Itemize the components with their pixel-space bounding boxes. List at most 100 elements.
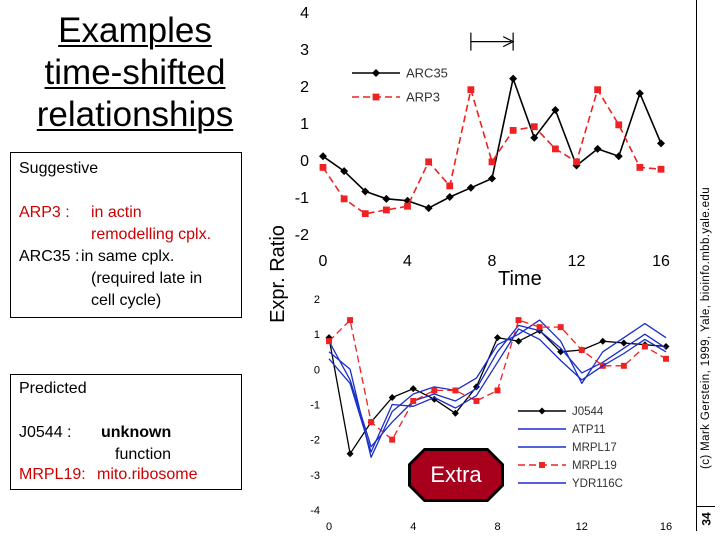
chart2-point-j0544 — [620, 339, 628, 347]
chart1-point-arp3 — [657, 165, 665, 173]
chart2-series-line-atp11 — [328, 319, 667, 458]
chart2-point-mrpl19 — [368, 419, 375, 426]
chart2-y-tick-label: -3 — [310, 470, 320, 482]
chart1-point-arp3 — [319, 164, 327, 171]
chart1-y-tick-label: 2 — [300, 79, 309, 96]
mrpl19-description: mito.ribosome — [97, 466, 198, 483]
chart1-point-arp3 — [425, 158, 433, 166]
chart1-y-tick-label: -1 — [295, 190, 309, 207]
chart1-point-arp3 — [615, 121, 623, 129]
extra-badge-fill — [411, 451, 501, 499]
chart1-y-tick-label: 1 — [300, 116, 309, 133]
chart2-legend-label-mrpl17: MRPL17 — [572, 442, 617, 454]
title-line-2: time-shifted — [44, 53, 226, 92]
chart2-legend-label-j0544: J0544 — [572, 406, 604, 418]
chart2-x-tick-label: 8 — [494, 521, 500, 533]
chart1-point-arc35 — [614, 152, 623, 161]
arp3-description-2: remodelling cplx. — [91, 226, 212, 243]
arp3-gene-label: ARP3 : — [19, 204, 70, 221]
chart1-point-arp3 — [340, 195, 348, 203]
chart2-point-mrpl19 — [515, 317, 522, 324]
chart2-point-mrpl19 — [557, 324, 564, 331]
chart1-point-arc35 — [488, 174, 496, 183]
chart2-point-mrpl19 — [663, 355, 669, 362]
chart1-x-tick-label: 8 — [488, 253, 497, 270]
chart2-x-tick-label: 12 — [576, 521, 588, 533]
chart2-point-mrpl19 — [578, 347, 585, 353]
chart2-y-tick-label: -2 — [310, 435, 320, 447]
title-line-1: Examples — [58, 11, 212, 50]
chart1-x-tick-label: 0 — [319, 253, 328, 270]
chart1-x-tick-label: 16 — [652, 253, 670, 270]
chart1-point-arp3 — [382, 206, 390, 214]
chart2-x-tick-label: 16 — [660, 521, 672, 533]
chart2-point-mrpl19 — [620, 362, 627, 369]
chart1-x-tick-label: 4 — [403, 253, 412, 270]
chart2-legend-label-atp11: ATP11 — [572, 424, 605, 436]
chart1-legend-marker-arc35 — [372, 69, 380, 77]
chart2-series-line-ydr116c — [328, 328, 667, 453]
chart2-point-mrpl19 — [326, 338, 332, 345]
chart2-point-j0544 — [430, 395, 438, 403]
chart2-point-j0544 — [515, 337, 523, 345]
chart2-y-tick-label: -4 — [310, 505, 320, 517]
right-divider — [696, 0, 697, 506]
chart2-point-j0544 — [409, 385, 417, 393]
chart1-point-arc35 — [530, 133, 539, 142]
chart1-y-tick-label: 0 — [300, 153, 309, 170]
chart2-point-mrpl19 — [452, 387, 459, 394]
chart2-point-mrpl19 — [410, 398, 417, 404]
chart1-point-arc35 — [593, 144, 602, 153]
chart2-point-mrpl19 — [641, 343, 648, 350]
predicted-heading: Predicted — [19, 380, 87, 397]
x-axis-label: Time — [498, 268, 542, 290]
chart1-legend-marker-arp3 — [372, 93, 380, 101]
chart2-point-mrpl19 — [494, 387, 501, 394]
extra-badge: Extra — [408, 448, 504, 502]
j0544-description-2: function — [115, 446, 172, 463]
chart1-point-arc35 — [657, 139, 665, 148]
chart2-point-mrpl19 — [536, 324, 543, 331]
chart2-y-tick-label: 2 — [314, 294, 320, 306]
chart1-y-tick-label: 4 — [300, 5, 309, 22]
arp3-description-1: in actin — [91, 204, 142, 221]
chart2-x-tick-label: 4 — [410, 521, 416, 533]
chart1-point-arp3 — [467, 86, 475, 94]
chart1-point-arp3 — [488, 158, 496, 166]
chart1-x-tick-label: 12 — [568, 253, 586, 270]
chart2-y-tick-label: 1 — [314, 329, 320, 341]
chart1-point-arc35 — [466, 183, 475, 192]
chart2-legend-label-ydr116c: YDR116C — [572, 478, 623, 490]
arc35-gene-label: ARC35 : — [19, 248, 80, 265]
chart1-legend-label-arc35: ARC35 — [406, 66, 448, 81]
chart2-y-tick-label: -1 — [310, 399, 320, 411]
chart2-point-mrpl19 — [347, 317, 354, 324]
chart1-point-arc35 — [551, 106, 560, 115]
arc35-description-1: in same cplx. — [81, 248, 175, 265]
suggestive-heading: Suggestive — [19, 160, 99, 177]
extra-badge-label: Extra — [430, 462, 482, 487]
chart1-point-arp3 — [551, 145, 559, 153]
chart1-point-arc35 — [319, 152, 327, 161]
chart1-legend-label-arp3: ARP3 — [406, 90, 440, 105]
chart1-point-arc35 — [382, 194, 391, 203]
chart1-point-arp3 — [446, 182, 454, 190]
chart2-point-mrpl19 — [473, 398, 480, 404]
chart2-series-line-mrpl17 — [328, 324, 667, 448]
chart1-point-arp3 — [361, 210, 369, 218]
chart2-legend-marker-j0544 — [538, 407, 546, 415]
chart2-point-j0544 — [388, 393, 396, 401]
chart2-point-j0544 — [599, 337, 607, 345]
chart2-point-mrpl19 — [389, 436, 396, 443]
chart2-y-tick-label: 0 — [314, 364, 320, 376]
suggestive-box: Suggestive ARP3 : in actin remodelling c… — [10, 152, 242, 318]
chart1-point-arc35 — [509, 74, 518, 83]
chart1-y-tick-label: -2 — [295, 227, 309, 244]
j0544-gene-label: J0544 : — [19, 424, 72, 441]
chart1-point-arc35 — [635, 89, 644, 98]
chart1-point-arc35 — [361, 187, 370, 196]
chart1-series-line-arp3 — [322, 88, 662, 215]
chart1-point-arp3 — [530, 123, 538, 131]
chart1-point-arc35 — [424, 204, 433, 213]
